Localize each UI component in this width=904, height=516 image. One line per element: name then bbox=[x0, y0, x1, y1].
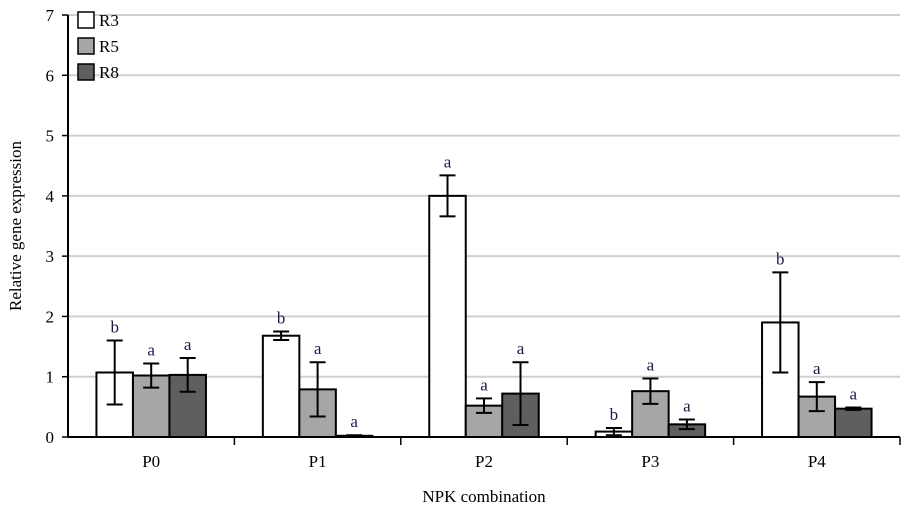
bar-R3-P2 bbox=[428, 194, 467, 438]
y-tick-label: 7 bbox=[46, 6, 55, 25]
legend: R3 R5 R8 bbox=[77, 11, 119, 82]
y-tick-label: 3 bbox=[46, 247, 55, 266]
x-tick-label: P2 bbox=[475, 452, 493, 471]
x-axis-label: NPK combination bbox=[422, 487, 546, 506]
y-tick-label: 6 bbox=[46, 66, 55, 85]
significance-label: b bbox=[110, 318, 119, 337]
y-tick-label: 4 bbox=[46, 187, 55, 206]
significance-label: b bbox=[776, 249, 785, 268]
significance-label: a bbox=[813, 359, 821, 378]
significance-label: a bbox=[444, 152, 452, 171]
legend-swatch-R8 bbox=[77, 63, 95, 81]
significance-label: a bbox=[850, 384, 858, 403]
significance-label: a bbox=[314, 339, 322, 358]
legend-label: R8 bbox=[99, 63, 119, 82]
significance-label: a bbox=[147, 340, 155, 359]
y-tick-label: 1 bbox=[46, 368, 55, 387]
bar-R3-P1 bbox=[261, 334, 301, 438]
x-tick-label: P0 bbox=[142, 452, 160, 471]
x-tick-label: P1 bbox=[309, 452, 327, 471]
significance-label: a bbox=[184, 335, 192, 354]
gridlines bbox=[68, 14, 900, 378]
significance-label: a bbox=[350, 412, 358, 431]
y-tick-label: 2 bbox=[46, 307, 55, 326]
x-tick-label: P3 bbox=[641, 452, 659, 471]
y-axis-label: Relative gene expression bbox=[6, 141, 25, 311]
x-tick-label: P4 bbox=[808, 452, 826, 471]
legend-label: R5 bbox=[99, 37, 119, 56]
legend-label: R3 bbox=[99, 11, 119, 30]
significance-label: a bbox=[480, 375, 488, 394]
significance-label: b bbox=[610, 405, 619, 424]
significance-label: a bbox=[683, 397, 691, 416]
legend-swatch-R5 bbox=[77, 37, 95, 55]
y-tick-label: 5 bbox=[46, 127, 55, 146]
significance-label: a bbox=[647, 356, 655, 375]
significance-label: a bbox=[517, 339, 525, 358]
bar-R8-P4 bbox=[834, 407, 873, 438]
axes: 0 1 2 3 4 5 6 7 P0 P1 P2 P3 P4 bbox=[46, 6, 901, 471]
significance-label: b bbox=[277, 309, 286, 328]
y-tick-label: 0 bbox=[46, 428, 55, 447]
legend-swatch-R3 bbox=[77, 11, 95, 29]
bars: b a a b a a a a a b a a b a a bbox=[95, 152, 873, 439]
